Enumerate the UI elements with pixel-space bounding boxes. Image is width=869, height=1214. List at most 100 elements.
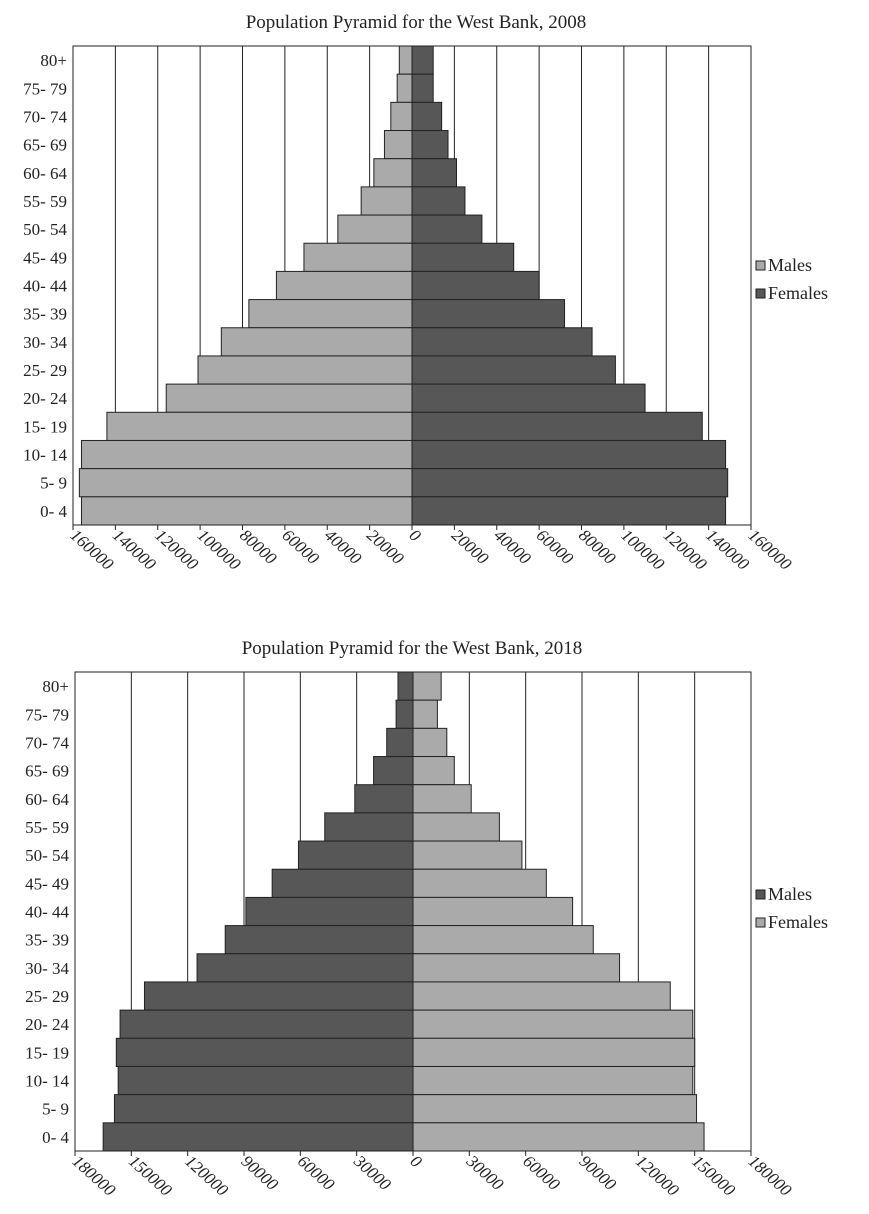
category-label: 5- 9 xyxy=(40,474,67,493)
bar-males-35-39 xyxy=(248,299,413,329)
bar-males-10-14 xyxy=(80,439,413,470)
tick-label: 90000 xyxy=(238,1152,283,1195)
bar-males-5-9 xyxy=(78,468,413,498)
chart-2018: Population Pyramid for the West Bank, 20… xyxy=(25,638,828,1200)
bar-females-20-24 xyxy=(412,1009,694,1039)
bar-females-15-19 xyxy=(411,411,703,441)
category-label: 50- 54 xyxy=(23,220,67,239)
tick-label: 30000 xyxy=(350,1151,395,1195)
bar-females-0-4 xyxy=(411,496,727,526)
tick-label: 180000 xyxy=(745,1152,796,1201)
tick-label: 120000 xyxy=(632,1152,683,1201)
category-label: 20- 24 xyxy=(23,389,67,408)
category-label: 45- 49 xyxy=(23,248,67,267)
category-label: 10- 14 xyxy=(25,1072,69,1091)
bar-females-45-49 xyxy=(411,242,515,272)
tick-label: 20000 xyxy=(448,526,493,569)
chart-title-2008: Population Pyramid for the West Bank, 20… xyxy=(246,12,587,33)
bar-males-50-54 xyxy=(297,840,414,870)
bar-males-10-14 xyxy=(117,1065,414,1096)
bar-females-75-79 xyxy=(412,699,438,729)
bar-females-20-24 xyxy=(411,383,646,413)
category-label: 50- 54 xyxy=(25,846,69,865)
bar-females-80+ xyxy=(411,45,434,75)
tick-label: 60000 xyxy=(519,1152,564,1195)
bar-males-45-49 xyxy=(303,242,413,272)
legend-label-females: Females xyxy=(768,283,828,303)
bar-males-50-54 xyxy=(337,214,413,244)
bar-females-40-44 xyxy=(412,896,574,927)
bar-females-70-74 xyxy=(412,727,448,758)
category-label: 0- 4 xyxy=(42,1128,69,1147)
chart-title-2018: Population Pyramid for the West Bank, 20… xyxy=(242,638,583,659)
tick-label: 20000 xyxy=(363,526,408,569)
bar-males-65-69 xyxy=(383,130,413,160)
bar-females-40-44 xyxy=(411,270,540,301)
bar-males-40-44 xyxy=(275,270,413,301)
tick-label: 100000 xyxy=(194,526,245,575)
legend-label-females: Females xyxy=(768,912,828,932)
bar-females-65-69 xyxy=(411,130,449,160)
bar-males-75-79 xyxy=(396,73,413,103)
bar-females-25-29 xyxy=(412,981,671,1011)
tick-label: 60000 xyxy=(533,526,578,569)
category-label: 0- 4 xyxy=(40,502,67,521)
chart-2008: Population Pyramid for the West Bank, 20… xyxy=(23,12,828,574)
category-label: 10- 14 xyxy=(23,446,67,465)
category-label: 25- 29 xyxy=(23,361,67,380)
tick-label: 150000 xyxy=(688,1152,739,1201)
category-label: 65- 69 xyxy=(25,762,69,781)
bar-females-25-29 xyxy=(411,355,616,385)
category-label: 15- 19 xyxy=(25,1043,69,1062)
category-label: 30- 34 xyxy=(25,959,69,978)
tick-label: 80000 xyxy=(236,526,281,569)
category-label: 75- 79 xyxy=(23,79,67,98)
bar-males-40-44 xyxy=(245,896,414,927)
bar-females-55-59 xyxy=(412,812,500,842)
bar-females-10-14 xyxy=(411,439,727,470)
bar-females-70-74 xyxy=(411,101,443,132)
bar-females-30-34 xyxy=(412,953,621,983)
tick-label: 180000 xyxy=(69,1152,120,1201)
tick-label: 80000 xyxy=(575,526,620,569)
category-label: 35- 39 xyxy=(23,305,67,324)
category-label: 35- 39 xyxy=(25,931,69,950)
legend-swatch-males xyxy=(755,889,766,900)
category-label: 60- 64 xyxy=(25,790,69,809)
bar-females-5-9 xyxy=(412,1094,698,1124)
bar-males-60-64 xyxy=(354,784,414,814)
bar-males-20-24 xyxy=(119,1009,414,1039)
bar-males-70-74 xyxy=(390,101,413,132)
category-label: 40- 44 xyxy=(25,903,69,922)
bar-females-55-59 xyxy=(411,186,466,216)
category-label: 65- 69 xyxy=(23,136,67,155)
bar-males-55-59 xyxy=(324,812,414,842)
tick-label: 30000 xyxy=(462,1151,507,1195)
bar-males-15-19 xyxy=(115,1037,414,1067)
bar-males-15-19 xyxy=(106,411,413,441)
bar-females-35-39 xyxy=(412,925,594,955)
bar-males-45-49 xyxy=(271,868,414,898)
category-label: 40- 44 xyxy=(23,277,67,296)
legend-2018: Males Females xyxy=(755,884,828,932)
tick-label: 100000 xyxy=(617,526,668,575)
category-label: 55- 59 xyxy=(25,818,69,837)
tick-label: 120000 xyxy=(151,526,202,575)
bar-males-55-59 xyxy=(360,186,413,216)
bar-males-35-39 xyxy=(224,925,414,955)
bar-females-60-64 xyxy=(412,784,472,814)
tick-label: 160000 xyxy=(67,526,118,575)
bar-females-35-39 xyxy=(411,299,566,329)
legend-label-males: Males xyxy=(768,255,812,275)
bar-males-65-69 xyxy=(373,756,414,786)
category-label: 20- 24 xyxy=(25,1015,69,1034)
category-label: 70- 74 xyxy=(23,107,67,126)
bar-males-70-74 xyxy=(386,727,414,758)
bar-females-45-49 xyxy=(412,868,547,898)
category-label: 25- 29 xyxy=(25,987,69,1006)
tick-label: 90000 xyxy=(576,1152,621,1195)
bar-females-60-64 xyxy=(411,158,457,188)
legend-2008: Males Females xyxy=(755,255,828,303)
legend-swatch-males xyxy=(755,260,766,271)
tick-label: 160000 xyxy=(745,526,796,575)
